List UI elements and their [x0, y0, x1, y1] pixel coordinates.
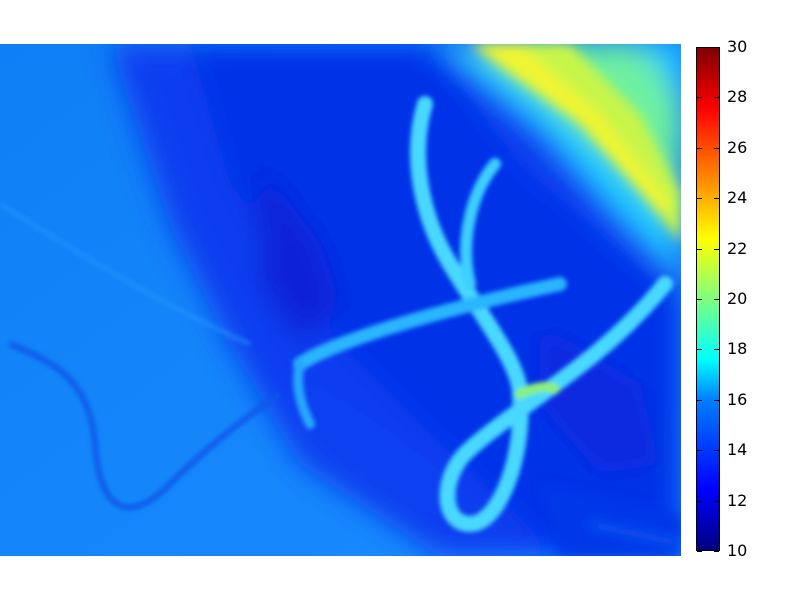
colorbar-tick-mark [714, 97, 719, 99]
colorbar-tick-mark [714, 349, 719, 351]
colorbar-tick-mark [697, 97, 702, 99]
colorbar-tick-label: 18 [727, 339, 748, 359]
colorbar-tick-label: 22 [727, 238, 748, 258]
colorbar-tick-label: 14 [727, 440, 748, 460]
colorbar-tick-label: 24 [727, 188, 748, 208]
colorbar-tick-label: 28 [727, 87, 748, 107]
colorbar-tick-mark [697, 349, 702, 351]
colorbar-tick-mark [714, 450, 719, 452]
colorbar-tick-mark [697, 198, 702, 200]
colorbar-tick-mark [697, 248, 702, 250]
colorbar-tick-label: 16 [727, 389, 748, 409]
colorbar-tick-mark [714, 147, 719, 149]
colorbar-tick-mark [714, 47, 719, 48]
colorbar-tick-mark [697, 299, 702, 300]
colorbar-tick-mark [697, 47, 702, 48]
colorbar-tick-mark [714, 399, 719, 401]
colorbar-tick-mark [697, 147, 702, 149]
colorbar-tick-mark [697, 500, 702, 502]
colorbar-tick-mark [714, 551, 719, 552]
colorbar-tick-label: 20 [727, 289, 748, 308]
thermal-image [0, 44, 681, 556]
colorbar-tick-mark [714, 299, 719, 300]
colorbar-tick-mark [714, 198, 719, 200]
colorbar-tick-label: 26 [727, 137, 748, 157]
colorbar-tick-mark [697, 551, 702, 552]
colorbar-tick-mark [697, 450, 702, 452]
colorbar-tick-mark [714, 500, 719, 502]
colorbar-tick-label: 10 [727, 541, 748, 560]
colorbar-tick-label: 12 [727, 490, 748, 510]
colorbar-tick-mark [697, 399, 702, 401]
colorbar-tick-mark [714, 248, 719, 250]
colorbar-tick-label: 30 [727, 37, 748, 56]
